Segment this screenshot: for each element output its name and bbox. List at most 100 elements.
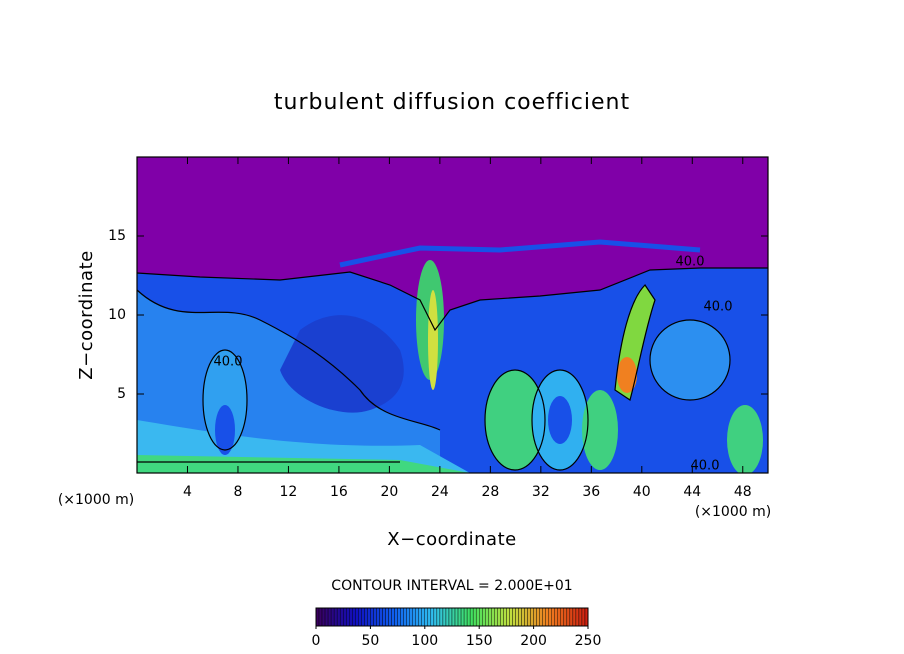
y-unit: (×1000 m) [58,492,134,508]
x-tick-label: 12 [280,484,298,500]
colorbar-cell [424,607,429,627]
colorbar-cell [318,607,323,627]
chart-title: turbulent diffusion coefficient [274,90,630,115]
x-tick-label: 28 [481,484,499,500]
colorbar-tick-label: 50 [361,633,379,649]
colorbar-cell [364,607,368,627]
y-axis-label: Z−coordinate [76,250,97,379]
x-tick-label: 44 [683,484,701,500]
colorbar-cell [472,607,477,627]
colorbar-cell [358,607,362,627]
colorbar-cell [346,607,350,627]
y-tick-label: 5 [117,386,126,402]
colorbar-cell [421,607,425,627]
contour-label: 40.0 [214,355,243,370]
colorbar-cell [361,607,365,627]
colorbar-cell [530,607,534,627]
colorbar-cell [454,607,459,627]
colorbar-cell [382,607,386,627]
colorbar-cell [400,607,404,627]
colorbar-cell [545,607,549,627]
colorbar-cell [512,607,516,627]
colorbar-cell [343,607,347,627]
colorbar-cell [451,607,456,627]
y-tick-label: 15 [108,228,126,244]
colorbar-cell [460,607,465,627]
x-unit: (×1000 m) [695,504,771,520]
colorbar-cell [385,607,389,627]
colorbar-cell [330,607,335,627]
colorbar-cell [488,607,492,627]
colorbar-tick-label: 100 [411,633,438,649]
contour-interval: CONTOUR INTERVAL = 2.000E+01 [331,578,572,594]
colorbar-cell [527,607,531,627]
colorbar-cell [442,607,447,627]
colorbar-cell [336,607,341,627]
colorbar-cell [563,607,568,627]
colorbar-cell [394,607,398,627]
colorbar-cell [500,607,504,627]
colorbar-cell [463,607,468,627]
colorbar-cell [482,607,486,627]
colorbar-cell [557,607,561,627]
field [137,157,768,473]
colorbar-cell [466,607,471,627]
x-tick-label: 36 [582,484,600,500]
colorbar-cell [415,607,419,627]
colorbar-cell [536,607,540,627]
x-tick-label: 16 [330,484,348,500]
colorbar-cell [388,607,392,627]
colorbar-cell [412,607,416,627]
colorbar-cell [524,607,528,627]
colorbar-cell [430,607,435,627]
x-tick-label: 48 [734,484,752,500]
colorbar-cell [448,607,453,627]
colorbar-cell [566,607,571,627]
colorbar-frame [315,607,589,627]
colorbar-cell [433,607,438,627]
colorbar-cell [409,607,413,627]
colorbar-cell [355,607,359,627]
colorbar-cell [469,607,474,627]
contour-label: 40.0 [691,459,720,474]
x-axis-label: X−coordinate [387,529,516,550]
colorbar-cell [373,607,377,627]
x-tick-label: 32 [532,484,550,500]
x-tick-label: 4 [183,484,192,500]
colorbar-cell [457,607,462,627]
colorbar-cell [515,607,519,627]
colorbar-cell [542,607,546,627]
colorbar-cell [479,607,483,627]
colorbar-cell [321,607,326,627]
colorbar-cell [475,607,480,627]
colorbar-cell [497,607,501,627]
colorbar-cell [560,607,565,627]
y-tick-label: 10 [108,307,126,323]
colorbar-cell [391,607,395,627]
colorbar-cell [327,607,332,627]
colorbar-cell [445,607,450,627]
colorbar-cell [367,607,371,627]
colorbar-cell [427,607,432,627]
colorbar-cell [494,607,498,627]
x-tick-label: 40 [633,484,651,500]
x-tick-label: 24 [431,484,449,500]
colorbar-cell [569,607,574,627]
colorbar-cell [324,607,329,627]
colorbar-cell [539,607,543,627]
colorbar-cell [418,607,422,627]
colorbar-cell [575,607,580,627]
colorbar-cell [551,607,555,627]
x-tick-label: 8 [233,484,242,500]
colorbar-cell [436,607,441,627]
colorbar-cell [376,607,380,627]
colorbar-tick-label: 200 [520,633,547,649]
colorbar-cell [352,607,356,627]
colorbar-cell [518,607,522,627]
colorbar-cell [439,607,444,627]
colorbar-cell [379,607,383,627]
colorbar-cell [581,607,586,627]
colorbar-cell [521,607,525,627]
colorbar-tick-label: 0 [312,633,321,649]
